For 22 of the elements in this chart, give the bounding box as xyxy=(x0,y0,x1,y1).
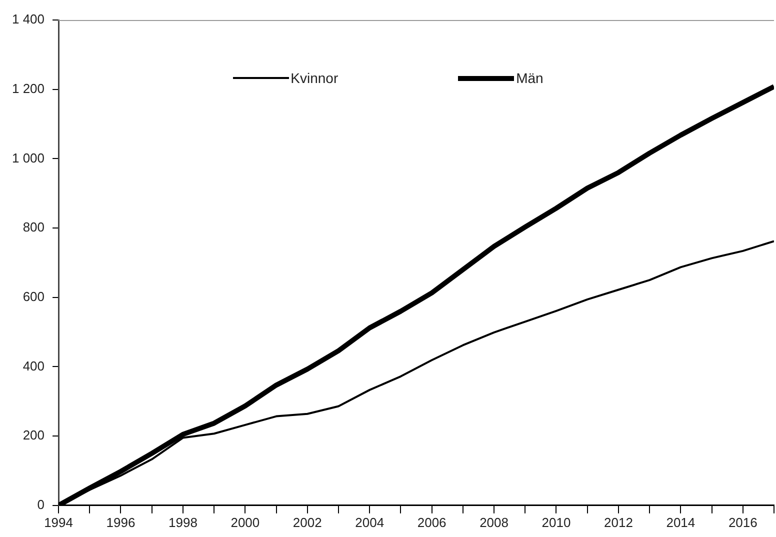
x-tick-label: 2002 xyxy=(292,514,322,530)
x-tick-label: 2008 xyxy=(480,514,508,530)
x-tick-label: 2014 xyxy=(666,514,696,530)
y-tick-label: 0 xyxy=(37,496,45,512)
x-tick-label: 2016 xyxy=(728,514,758,530)
x-tick-label: 2000 xyxy=(230,514,260,530)
y-tick-label: 400 xyxy=(22,358,45,374)
y-tick-label: 600 xyxy=(22,288,45,304)
y-tick-label: 800 xyxy=(22,220,45,235)
x-tick-label: 1998 xyxy=(168,514,198,530)
x-tick-label: 1994 xyxy=(44,514,73,530)
x-tick-label: 1996 xyxy=(106,514,136,530)
legend-label: Män xyxy=(516,70,544,86)
y-tick-label: 1 200 xyxy=(12,80,45,96)
y-tick-label: 200 xyxy=(22,428,45,443)
x-tick-label: 2006 xyxy=(417,514,446,530)
x-tick-label: 2012 xyxy=(604,514,633,530)
legend-label: Kvinnor xyxy=(290,70,338,86)
x-tick-label: 2010 xyxy=(542,514,571,530)
y-tick-label: 1 000 xyxy=(12,150,45,166)
y-tick-label: 1 400 xyxy=(12,12,45,27)
x-tick-label: 2004 xyxy=(355,514,384,530)
